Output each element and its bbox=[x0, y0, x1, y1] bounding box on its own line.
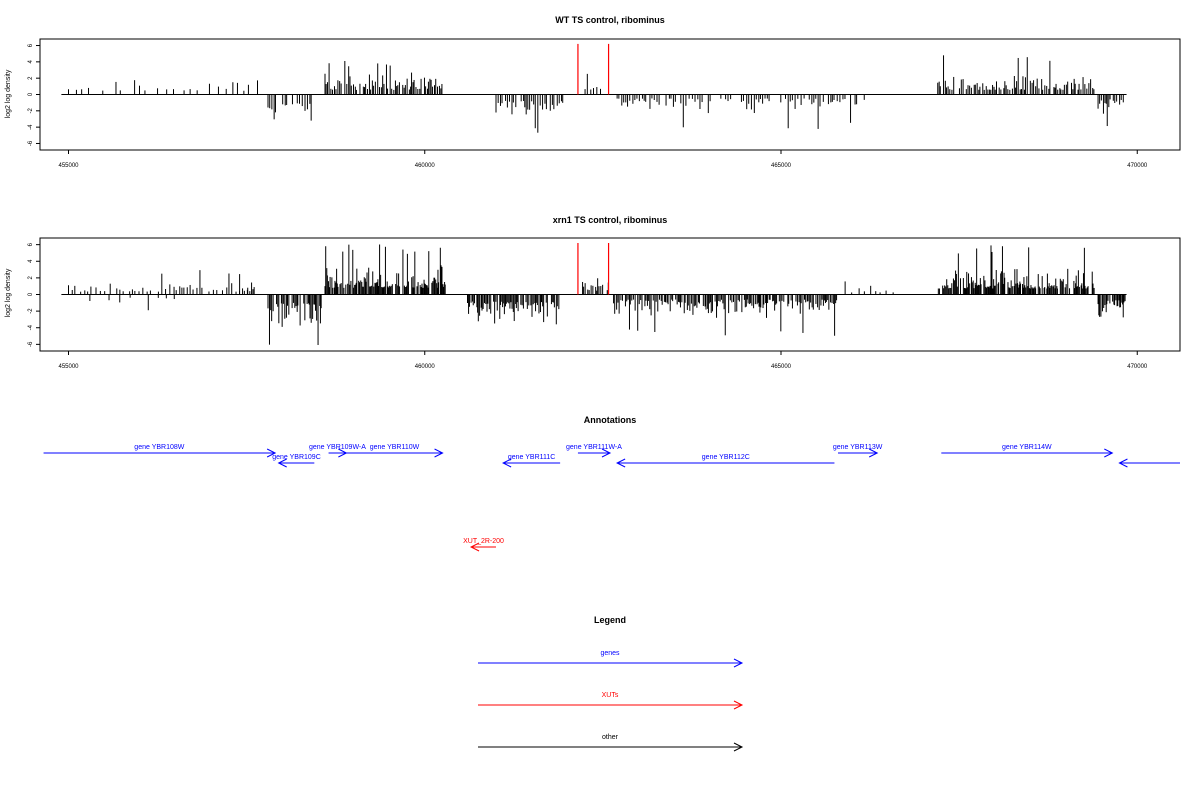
legend-item-xuts: XUTs bbox=[478, 692, 744, 710]
y-tick-label: -6 bbox=[28, 140, 34, 146]
xrn1-density-panel: xrn1 TS control, ribominus log2 log dens… bbox=[5, 215, 1181, 370]
feature-label: gene YBR111W-A bbox=[566, 444, 622, 451]
feature-arrows: gene YBR108W gene YBR109C gene YBR109W-A ge… bbox=[43, 444, 1180, 552]
y-tick-label: 4 bbox=[28, 259, 34, 263]
x-tick-label: 470000 bbox=[1127, 364, 1148, 370]
arrow-head-icon bbox=[1118, 458, 1128, 468]
legend-label: genes bbox=[600, 650, 620, 657]
y-tick-label: 0 bbox=[28, 292, 34, 296]
y-tick-label: 2 bbox=[28, 76, 34, 80]
feature-label: gene YBR114W bbox=[1002, 444, 1052, 451]
feature: gene YBR113W bbox=[833, 444, 883, 458]
arrow-head-icon bbox=[266, 448, 277, 458]
feature-label: gene YBR108W bbox=[134, 444, 184, 451]
arrow-head-icon bbox=[1104, 448, 1114, 458]
wt-density-panel: WT TS control, ribominus log2 log densit… bbox=[5, 15, 1181, 169]
legend-item-genes: genes bbox=[478, 650, 744, 668]
x-tick-label: 465000 bbox=[771, 163, 792, 169]
feature: gene YBR111W-A bbox=[566, 444, 622, 458]
x-tick-label: 455000 bbox=[58, 163, 79, 169]
arrow-head-icon bbox=[733, 700, 744, 710]
annotations-title: Annotations bbox=[584, 415, 637, 425]
arrow-head-icon bbox=[469, 542, 480, 552]
feature-label: XUT_2R-200 bbox=[463, 538, 504, 545]
y-tick-label: 6 bbox=[28, 43, 34, 47]
x-axis: 455000 460000 465000 470000 bbox=[58, 351, 1148, 370]
legend-label: XUTs bbox=[602, 692, 619, 699]
y-tick-label: 4 bbox=[28, 60, 34, 64]
arrow-head-icon bbox=[434, 448, 444, 458]
red-markers bbox=[577, 242, 610, 295]
feature: gene YBR112C bbox=[616, 454, 835, 468]
arrow-head-icon bbox=[868, 448, 879, 458]
arrow-head-icon bbox=[502, 458, 512, 468]
x-tick-label: 455000 bbox=[58, 364, 79, 370]
x-tick-label: 465000 bbox=[771, 364, 792, 370]
arrow-head-icon bbox=[733, 658, 744, 668]
legend-label: other bbox=[602, 734, 619, 741]
feature: gene YBR109C bbox=[272, 454, 321, 468]
density-bars bbox=[61, 55, 1127, 133]
feature: gene YBR114W bbox=[941, 444, 1114, 458]
y-axis: 6 4 2 0 -2 -4 -6 bbox=[28, 43, 40, 146]
y-tick-label: -2 bbox=[28, 308, 34, 314]
arrow-head-icon bbox=[277, 458, 287, 468]
arrow-head-icon bbox=[601, 448, 612, 458]
feature: gene YBR110W bbox=[346, 444, 444, 458]
legend-title: Legend bbox=[594, 615, 626, 625]
y-tick-label: -4 bbox=[28, 124, 34, 130]
feature-label: gene YBR112C bbox=[702, 454, 750, 461]
feature: XUT_2R-200 bbox=[463, 538, 504, 552]
feature-label: gene YBR111C bbox=[508, 454, 555, 461]
feature: gene YBR111C bbox=[502, 454, 561, 468]
x-tick-label: 470000 bbox=[1127, 163, 1148, 169]
y-tick-label: 0 bbox=[28, 92, 34, 96]
feature: gene YBR108W bbox=[43, 444, 277, 458]
x-axis: 455000 460000 465000 470000 bbox=[58, 150, 1148, 169]
density-bars bbox=[61, 244, 1127, 345]
arrow-head-icon bbox=[733, 742, 744, 752]
legend: Legend genes XUTs other bbox=[478, 615, 744, 752]
feature-label: gene YBR113W bbox=[833, 444, 883, 451]
y-tick-label: 6 bbox=[28, 242, 34, 246]
panel-title: xrn1 TS control, ribominus bbox=[553, 215, 668, 225]
x-tick-label: 460000 bbox=[415, 364, 436, 370]
y-tick-label: 2 bbox=[28, 276, 34, 280]
feature-label: gene YBR110W bbox=[370, 444, 420, 451]
y-axis-label: log2 log density bbox=[5, 268, 12, 317]
y-tick-label: -2 bbox=[28, 107, 34, 113]
y-axis-label: log2 log density bbox=[5, 69, 12, 118]
arrow-head-icon bbox=[616, 458, 626, 468]
feature-label: gene YBR109W-A bbox=[309, 444, 366, 451]
y-tick-label: -4 bbox=[28, 324, 34, 330]
feature bbox=[1118, 458, 1180, 468]
legend-item-other: other bbox=[478, 734, 744, 752]
feature-label: gene YBR109C bbox=[272, 454, 321, 461]
x-tick-label: 460000 bbox=[415, 163, 436, 169]
y-axis: 6 4 2 0 -2 -4 -6 bbox=[28, 242, 40, 347]
red-markers bbox=[577, 43, 610, 95]
panel-title: WT TS control, ribominus bbox=[555, 15, 665, 25]
y-tick-label: -6 bbox=[28, 341, 34, 347]
